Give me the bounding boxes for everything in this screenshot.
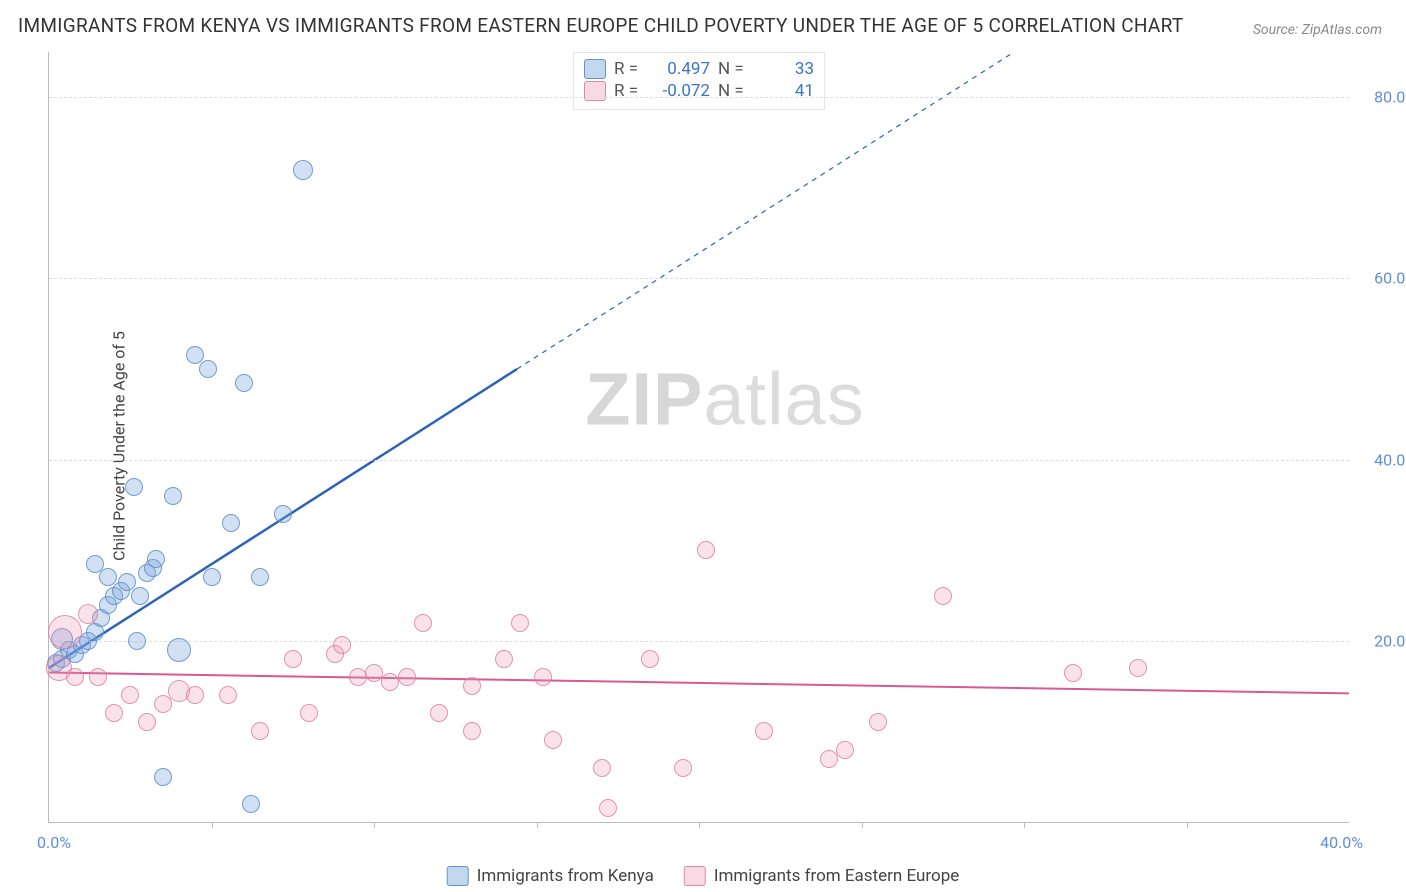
y-tick-label: 40.0%: [1374, 450, 1406, 469]
legend-label-b: Immigrants from Eastern Europe: [714, 866, 959, 886]
data-point: [365, 664, 383, 682]
data-point: [78, 604, 98, 624]
source-citation: Source: ZipAtlas.com: [1253, 22, 1382, 38]
data-point: [154, 695, 172, 713]
data-point: [414, 614, 432, 632]
watermark-bold: ZIP: [585, 357, 703, 440]
legend-label-a: Immigrants from Kenya: [477, 866, 654, 886]
series-legend: Immigrants from Kenya Immigrants from Ea…: [447, 866, 960, 886]
data-point: [820, 750, 838, 768]
data-point: [125, 478, 143, 496]
data-point: [463, 677, 481, 695]
chart-title: IMMIGRANTS FROM KENYA VS IMMIGRANTS FROM…: [18, 14, 1183, 37]
data-point: [242, 795, 260, 813]
data-point: [99, 568, 117, 586]
data-point: [641, 650, 659, 668]
data-point: [154, 768, 172, 786]
data-point: [235, 374, 253, 392]
legend-item-b: Immigrants from Eastern Europe: [684, 866, 959, 886]
data-point: [251, 722, 269, 740]
data-point: [186, 346, 204, 364]
data-point: [593, 759, 611, 777]
watermark: ZIPatlas: [585, 356, 864, 441]
data-point: [599, 799, 617, 817]
data-point: [147, 550, 165, 568]
data-point: [495, 650, 513, 668]
data-point: [203, 568, 221, 586]
data-point: [186, 686, 204, 704]
data-point: [463, 722, 481, 740]
n-value-a: 33: [754, 59, 814, 79]
x-tick: [1187, 822, 1188, 828]
legend-row-a: R = 0.497 N = 33: [584, 59, 814, 79]
correlation-legend: R = 0.497 N = 33 R = -0.072 N = 41: [573, 52, 825, 110]
n-label: N =: [718, 59, 746, 79]
data-point: [131, 587, 149, 605]
data-point: [167, 638, 191, 662]
data-point: [544, 731, 562, 749]
data-point: [534, 668, 552, 686]
data-point: [333, 636, 351, 654]
data-point: [284, 650, 302, 668]
x-tick: [374, 822, 375, 828]
x-tick: [212, 822, 213, 828]
data-point: [934, 587, 952, 605]
legend-item-a: Immigrants from Kenya: [447, 866, 654, 886]
data-point: [105, 704, 123, 722]
data-point: [89, 668, 107, 686]
data-point: [222, 514, 240, 532]
gridline: [49, 97, 1349, 98]
x-tick: [699, 822, 700, 828]
x-tick-label: 40.0%: [1320, 833, 1363, 852]
gridline: [49, 278, 1349, 279]
gridline: [49, 460, 1349, 461]
x-tick: [862, 822, 863, 828]
y-tick-label: 20.0%: [1374, 631, 1406, 650]
watermark-rest: atlas: [703, 357, 864, 440]
data-point: [199, 360, 217, 378]
data-point: [674, 759, 692, 777]
data-point: [138, 713, 156, 731]
data-point: [430, 704, 448, 722]
gridline: [49, 641, 1349, 642]
data-point: [836, 741, 854, 759]
data-point: [66, 668, 84, 686]
data-point: [1064, 664, 1082, 682]
data-point: [128, 632, 146, 650]
swatch-kenya: [447, 866, 469, 886]
data-point: [869, 713, 887, 731]
data-point: [511, 614, 529, 632]
data-point: [398, 668, 416, 686]
data-point: [121, 686, 139, 704]
y-tick-label: 60.0%: [1374, 269, 1406, 288]
data-point: [251, 568, 269, 586]
data-point: [86, 555, 104, 573]
x-tick: [1024, 822, 1025, 828]
data-point: [300, 704, 318, 722]
data-point: [48, 615, 82, 649]
r-label: R =: [614, 59, 642, 79]
x-tick: [537, 822, 538, 828]
r-value-a: 0.497: [650, 59, 710, 79]
data-point: [697, 541, 715, 559]
source-label: Source:: [1253, 22, 1298, 38]
data-point: [1129, 659, 1147, 677]
y-tick-label: 80.0%: [1374, 88, 1406, 107]
data-point: [755, 722, 773, 740]
data-point: [219, 686, 237, 704]
source-name: ZipAtlas.com: [1302, 22, 1382, 38]
data-point: [274, 505, 292, 523]
swatch-eastern-europe: [684, 866, 706, 886]
data-point: [164, 487, 182, 505]
data-point: [293, 160, 313, 180]
plot-area: ZIPatlas R = 0.497 N = 33 R = -0.072 N =…: [48, 52, 1349, 823]
swatch-kenya: [584, 59, 606, 79]
x-tick-label: 0.0%: [37, 833, 71, 852]
trend-lines: [49, 52, 1349, 822]
